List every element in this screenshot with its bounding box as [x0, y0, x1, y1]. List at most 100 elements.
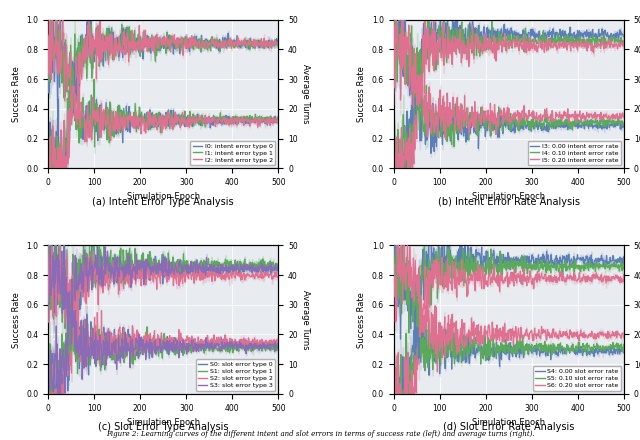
- I2: intent error type 2: (0, 0.17): intent error type 2: (0, 0.17): [44, 140, 52, 146]
- I0: intent error type 0: (298, 0.831): intent error type 0: (298, 0.831): [182, 42, 189, 48]
- X-axis label: Simulation Epoch: Simulation Epoch: [127, 418, 200, 427]
- I4: 0.10 intent error rate: (4, 0): 0.10 intent error rate: (4, 0): [392, 165, 399, 171]
- Text: Figure 2: Learning curves of the different intent and slot errors in terms of su: Figure 2: Learning curves of the differe…: [106, 430, 534, 438]
- S3: slot error type 3: (489, 0.845): slot error type 3: (489, 0.845): [269, 266, 277, 271]
- I3: 0.00 intent error rate: (489, 0.894): 0.00 intent error rate: (489, 0.894): [615, 33, 623, 38]
- S3: slot error type 3: (272, 0.836): slot error type 3: (272, 0.836): [170, 267, 177, 272]
- Text: (a) Intent Error Type Analysis: (a) Intent Error Type Analysis: [92, 197, 234, 207]
- I4: 0.10 intent error rate: (272, 0.879): 0.10 intent error rate: (272, 0.879): [515, 35, 523, 40]
- I3: 0.00 intent error rate: (499, 0.887): 0.00 intent error rate: (499, 0.887): [620, 34, 627, 39]
- S3: slot error type 3: (299, 0.847): slot error type 3: (299, 0.847): [182, 265, 189, 271]
- S4: 0.00 slot error rate: (410, 0.903): 0.00 slot error rate: (410, 0.903): [579, 257, 586, 263]
- I0: intent error type 0: (241, 0.839): intent error type 0: (241, 0.839): [156, 41, 163, 46]
- Line: S6: 0.20 slot error rate: S6: 0.20 slot error rate: [394, 257, 623, 394]
- Y-axis label: Success Rate: Success Rate: [357, 66, 366, 122]
- S2: slot error type 2: (499, 0.789): slot error type 2: (499, 0.789): [274, 274, 282, 279]
- I3: 0.00 intent error rate: (239, 0.926): 0.00 intent error rate: (239, 0.926): [500, 28, 508, 33]
- S6: 0.20 slot error rate: (2, 0): 0.20 slot error rate: (2, 0): [390, 391, 398, 396]
- S1: slot error type 1: (241, 0.899): slot error type 1: (241, 0.899): [156, 258, 163, 263]
- Y-axis label: Average Turns: Average Turns: [301, 64, 310, 124]
- I5: 0.20 intent error rate: (68, 1): 0.20 intent error rate: (68, 1): [421, 17, 429, 22]
- S6: 0.20 slot error rate: (489, 0.76): 0.20 slot error rate: (489, 0.76): [615, 279, 623, 284]
- I0: intent error type 0: (238, 0.84): intent error type 0: (238, 0.84): [154, 41, 161, 46]
- I1: intent error type 1: (242, 0.875): intent error type 1: (242, 0.875): [156, 36, 163, 41]
- I3: 0.00 intent error rate: (0, 0.475): 0.00 intent error rate: (0, 0.475): [390, 95, 397, 100]
- S1: slot error type 1: (238, 0.829): slot error type 1: (238, 0.829): [154, 268, 161, 273]
- S1: slot error type 1: (298, 0.862): slot error type 1: (298, 0.862): [182, 263, 189, 268]
- S4: 0.00 slot error rate: (0, 0): 0.00 slot error rate: (0, 0): [390, 391, 397, 396]
- S4: 0.00 slot error rate: (241, 0.888): 0.00 slot error rate: (241, 0.888): [501, 260, 509, 265]
- X-axis label: Simulation Epoch: Simulation Epoch: [472, 192, 545, 202]
- I5: 0.20 intent error rate: (499, 0.858): 0.20 intent error rate: (499, 0.858): [620, 38, 627, 44]
- I2: intent error type 2: (499, 0.842): intent error type 2: (499, 0.842): [274, 40, 282, 46]
- I1: intent error type 1: (0, 0.0855): intent error type 1: (0, 0.0855): [44, 153, 52, 158]
- Legend: S0: slot error type 0, S1: slot error type 1, S2: slot error type 2, S3: slot er: S0: slot error type 0, S1: slot error ty…: [196, 359, 275, 391]
- Line: I1: intent error type 1: I1: intent error type 1: [48, 24, 278, 168]
- S5: 0.10 slot error rate: (411, 0.866): 0.10 slot error rate: (411, 0.866): [579, 263, 587, 268]
- I2: intent error type 2: (411, 0.814): intent error type 2: (411, 0.814): [234, 45, 241, 50]
- Line: S1: slot error type 1: S1: slot error type 1: [48, 246, 278, 394]
- I5: 0.20 intent error rate: (299, 0.845): 0.20 intent error rate: (299, 0.845): [527, 40, 535, 45]
- I1: intent error type 1: (239, 0.823): intent error type 1: (239, 0.823): [154, 44, 162, 49]
- Line: I2: intent error type 2: I2: intent error type 2: [48, 20, 278, 168]
- I3: 0.00 intent error rate: (272, 0.903): 0.00 intent error rate: (272, 0.903): [515, 32, 523, 37]
- I0: intent error type 0: (0, 0): intent error type 0: (0, 0): [44, 165, 52, 171]
- X-axis label: Simulation Epoch: Simulation Epoch: [127, 192, 200, 202]
- S3: slot error type 3: (242, 0.881): slot error type 3: (242, 0.881): [156, 260, 163, 266]
- Line: S2: slot error type 2: S2: slot error type 2: [48, 251, 278, 394]
- S1: slot error type 1: (77, 1): slot error type 1: (77, 1): [79, 243, 87, 248]
- I0: intent error type 0: (488, 0.842): intent error type 0: (488, 0.842): [269, 40, 276, 46]
- S0: slot error type 0: (238, 0.846): slot error type 0: (238, 0.846): [154, 266, 161, 271]
- I3: 0.00 intent error rate: (411, 0.905): 0.00 intent error rate: (411, 0.905): [579, 31, 587, 37]
- I4: 0.10 intent error rate: (411, 0.841): 0.10 intent error rate: (411, 0.841): [579, 41, 587, 46]
- S0: slot error type 0: (241, 0.792): slot error type 0: (241, 0.792): [156, 274, 163, 279]
- S5: 0.10 slot error rate: (299, 0.841): 0.10 slot error rate: (299, 0.841): [527, 266, 535, 271]
- S3: slot error type 3: (21, 0): slot error type 3: (21, 0): [54, 391, 61, 396]
- I5: 0.20 intent error rate: (411, 0.824): 0.20 intent error rate: (411, 0.824): [579, 43, 587, 48]
- I2: intent error type 2: (239, 0.839): intent error type 2: (239, 0.839): [154, 41, 162, 46]
- S6: 0.20 slot error rate: (299, 0.742): 0.20 slot error rate: (299, 0.742): [527, 281, 535, 286]
- S1: slot error type 1: (499, 0.863): slot error type 1: (499, 0.863): [274, 263, 282, 268]
- S6: 0.20 slot error rate: (499, 0.803): 0.20 slot error rate: (499, 0.803): [620, 272, 627, 277]
- S4: 0.00 slot error rate: (76, 1): 0.00 slot error rate: (76, 1): [425, 243, 433, 248]
- Line: S4: 0.00 slot error rate: S4: 0.00 slot error rate: [394, 246, 623, 394]
- S3: slot error type 3: (0, 0.096): slot error type 3: (0, 0.096): [44, 377, 52, 382]
- S0: slot error type 0: (95, 1): slot error type 0: (95, 1): [88, 243, 95, 248]
- S0: slot error type 0: (0, 0): slot error type 0: (0, 0): [44, 391, 52, 396]
- S2: slot error type 2: (99, 0.959): slot error type 2: (99, 0.959): [90, 249, 97, 254]
- X-axis label: Simulation Epoch: Simulation Epoch: [472, 418, 545, 427]
- Y-axis label: Success Rate: Success Rate: [12, 66, 20, 122]
- S2: slot error type 2: (410, 0.804): slot error type 2: (410, 0.804): [233, 272, 241, 277]
- I4: 0.10 intent error rate: (499, 0.828): 0.10 intent error rate: (499, 0.828): [620, 43, 627, 48]
- S5: 0.10 slot error rate: (67, 1): 0.10 slot error rate: (67, 1): [420, 243, 428, 248]
- S3: slot error type 3: (239, 0.811): slot error type 3: (239, 0.811): [154, 271, 162, 276]
- S5: 0.10 slot error rate: (3, 0): 0.10 slot error rate: (3, 0): [391, 391, 399, 396]
- Text: (c) Slot Error Type Analysis: (c) Slot Error Type Analysis: [98, 422, 228, 433]
- Line: S3: slot error type 3: S3: slot error type 3: [48, 247, 278, 394]
- I4: 0.10 intent error rate: (489, 0.857): 0.10 intent error rate: (489, 0.857): [615, 38, 623, 44]
- I5: 0.20 intent error rate: (239, 0.823): 0.20 intent error rate: (239, 0.823): [500, 44, 508, 49]
- S2: slot error type 2: (241, 0.788): slot error type 2: (241, 0.788): [156, 274, 163, 279]
- Y-axis label: Average Turns: Average Turns: [301, 290, 310, 349]
- S5: 0.10 slot error rate: (242, 0.847): 0.10 slot error rate: (242, 0.847): [501, 265, 509, 271]
- I2: intent error type 2: (299, 0.809): intent error type 2: (299, 0.809): [182, 46, 189, 51]
- Line: I5: 0.20 intent error rate: I5: 0.20 intent error rate: [394, 20, 623, 168]
- I2: intent error type 2: (242, 0.88): intent error type 2: (242, 0.88): [156, 35, 163, 40]
- I1: intent error type 1: (411, 0.843): intent error type 1: (411, 0.843): [234, 40, 241, 46]
- S5: 0.10 slot error rate: (272, 0.869): 0.10 slot error rate: (272, 0.869): [515, 262, 523, 268]
- Y-axis label: Success Rate: Success Rate: [12, 292, 20, 348]
- I2: intent error type 2: (489, 0.841): intent error type 2: (489, 0.841): [269, 41, 277, 46]
- S6: 0.20 slot error rate: (242, 0.782): 0.20 slot error rate: (242, 0.782): [501, 275, 509, 280]
- S0: slot error type 0: (298, 0.823): slot error type 0: (298, 0.823): [182, 269, 189, 274]
- S6: 0.20 slot error rate: (0, 0.131): 0.20 slot error rate: (0, 0.131): [390, 372, 397, 377]
- Legend: S4: 0.00 slot error rate, S5: 0.10 slot error rate, S6: 0.20 slot error rate: S4: 0.00 slot error rate, S5: 0.10 slot …: [532, 367, 621, 391]
- Text: (b) Intent Error Rate Analysis: (b) Intent Error Rate Analysis: [438, 197, 580, 207]
- I3: 0.00 intent error rate: (101, 1): 0.00 intent error rate: (101, 1): [436, 17, 444, 22]
- S0: slot error type 0: (410, 0.863): slot error type 0: (410, 0.863): [233, 263, 241, 268]
- I2: intent error type 2: (2, 0): intent error type 2: (2, 0): [45, 165, 52, 171]
- I3: 0.00 intent error rate: (299, 0.892): 0.00 intent error rate: (299, 0.892): [527, 33, 535, 38]
- S3: slot error type 3: (124, 0.989): slot error type 3: (124, 0.989): [101, 244, 109, 249]
- I0: intent error type 0: (499, 0.858): intent error type 0: (499, 0.858): [274, 38, 282, 44]
- I4: 0.10 intent error rate: (74, 1): 0.10 intent error rate: (74, 1): [424, 17, 431, 22]
- Line: I4: 0.10 intent error rate: I4: 0.10 intent error rate: [394, 20, 623, 168]
